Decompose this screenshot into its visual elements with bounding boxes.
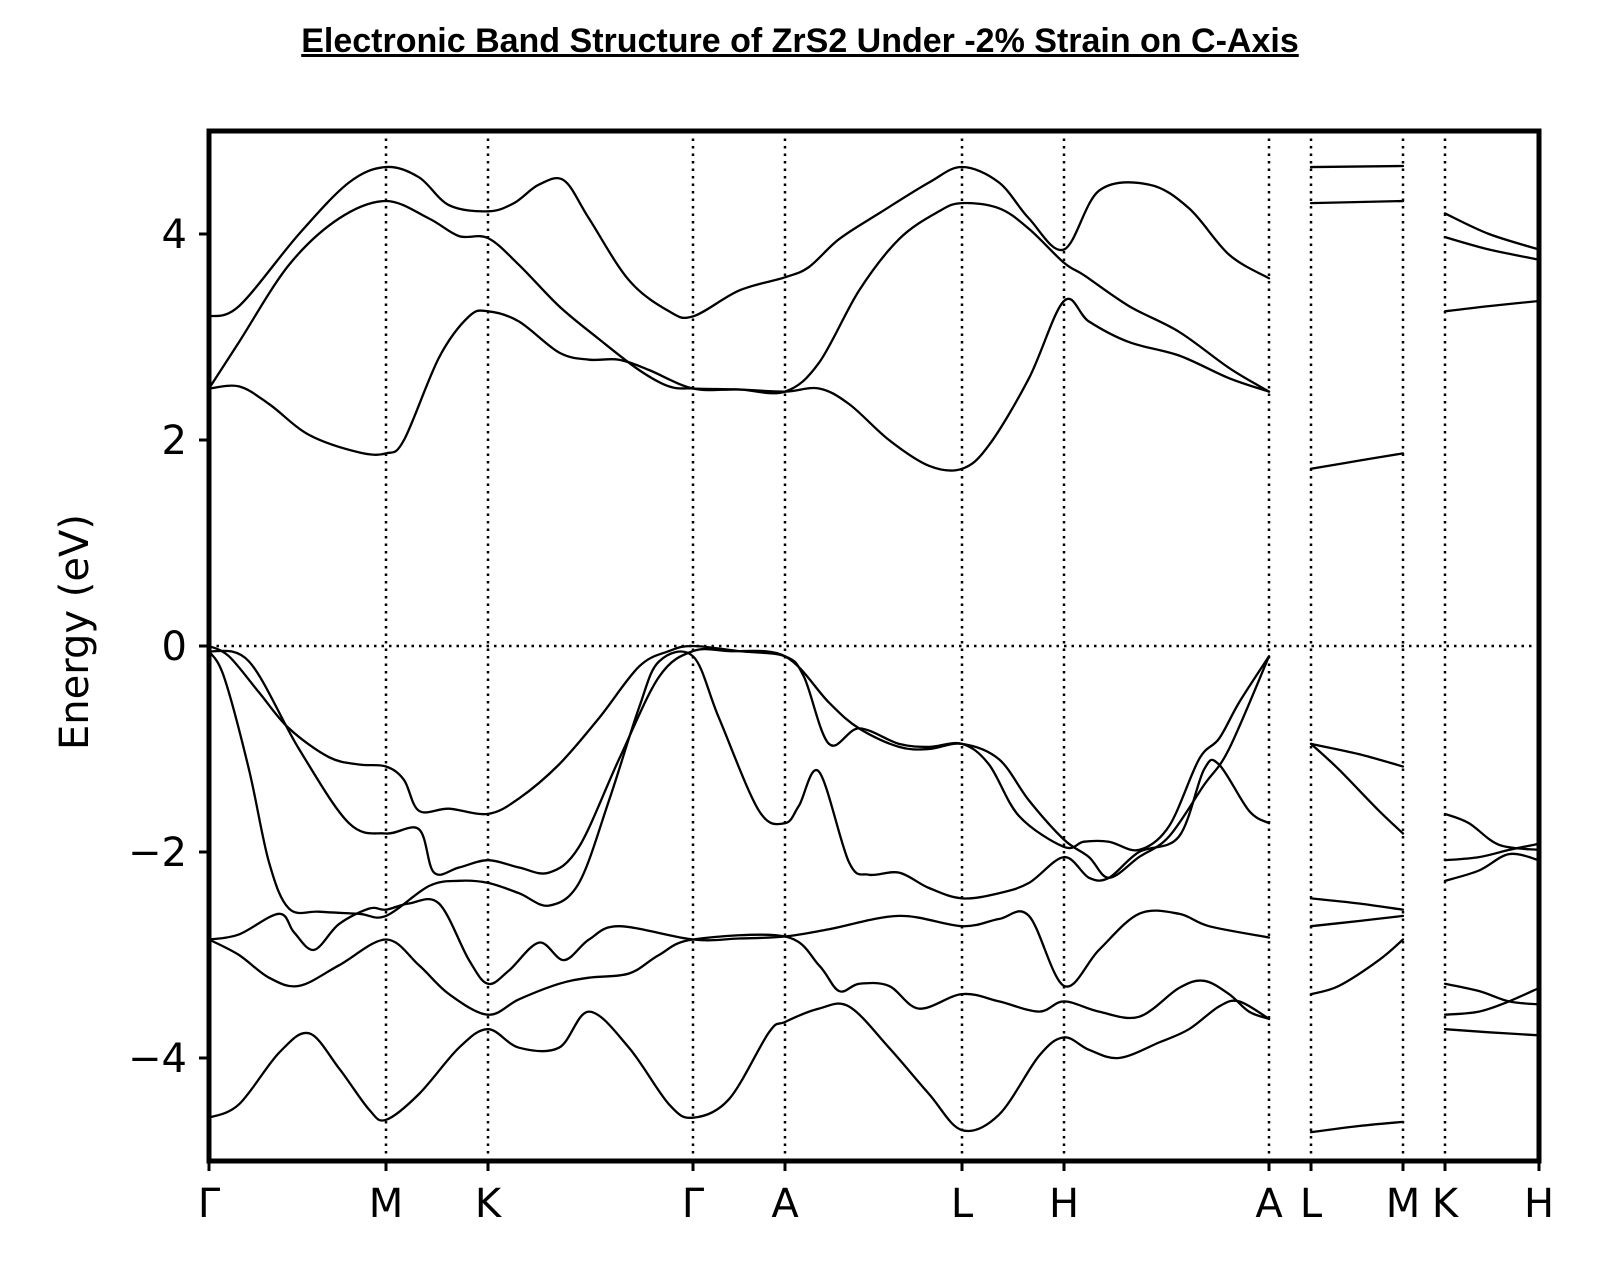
band-line xyxy=(1443,235,1541,261)
x-tick-label: M xyxy=(369,1181,404,1227)
band-line xyxy=(207,199,1271,395)
y-tick-label: 0 xyxy=(162,624,187,670)
band-line xyxy=(1443,299,1541,313)
band-line xyxy=(1309,1120,1405,1134)
band-line xyxy=(1309,897,1405,911)
band-line xyxy=(207,647,1271,879)
x-tick-label: H xyxy=(1524,1181,1554,1227)
band-line xyxy=(1443,982,1541,1006)
band-line xyxy=(1309,199,1405,205)
y-tick-label: 2 xyxy=(162,418,187,464)
x-tick-label: L xyxy=(1300,1181,1323,1227)
band-line xyxy=(1443,842,1541,862)
x-tick-label: Γ xyxy=(198,1181,221,1227)
plot-marks xyxy=(207,131,1541,1161)
plot-frame xyxy=(206,128,1542,1164)
y-tick-label: −4 xyxy=(128,1036,187,1082)
band-line xyxy=(1443,852,1541,882)
chart-title: Electronic Band Structure of ZrS2 Under … xyxy=(301,22,1299,60)
band-line xyxy=(207,933,1271,1021)
band-line xyxy=(1309,452,1405,470)
y-tick-label: 4 xyxy=(162,212,187,258)
band-line xyxy=(207,649,1271,919)
band-line xyxy=(1443,1028,1541,1037)
y-tick-label: −2 xyxy=(128,830,187,876)
x-tick-label: L xyxy=(951,1181,974,1227)
x-tick-label: A xyxy=(771,1181,799,1227)
band-line xyxy=(1309,938,1405,996)
band-line xyxy=(1309,164,1405,169)
band-line xyxy=(207,297,1271,472)
x-tick-label: K xyxy=(475,1181,503,1227)
band-line xyxy=(1443,812,1541,852)
y-axis-label: Energy (eV) xyxy=(52,514,98,750)
band-line xyxy=(1309,914,1405,928)
x-tick-label: A xyxy=(1255,1181,1283,1227)
x-tick-label: H xyxy=(1049,1181,1079,1227)
band-line xyxy=(207,999,1271,1133)
band-line xyxy=(207,644,1271,852)
band-line xyxy=(1443,212,1541,251)
band-line xyxy=(1309,742,1405,835)
x-tick-label: M xyxy=(1386,1181,1421,1227)
band-line xyxy=(1309,742,1405,768)
x-tick-label: K xyxy=(1432,1181,1460,1227)
band-line xyxy=(207,897,1271,988)
band-line xyxy=(1443,986,1541,1016)
x-tick-label: Γ xyxy=(682,1181,705,1227)
band-line xyxy=(207,165,1271,320)
